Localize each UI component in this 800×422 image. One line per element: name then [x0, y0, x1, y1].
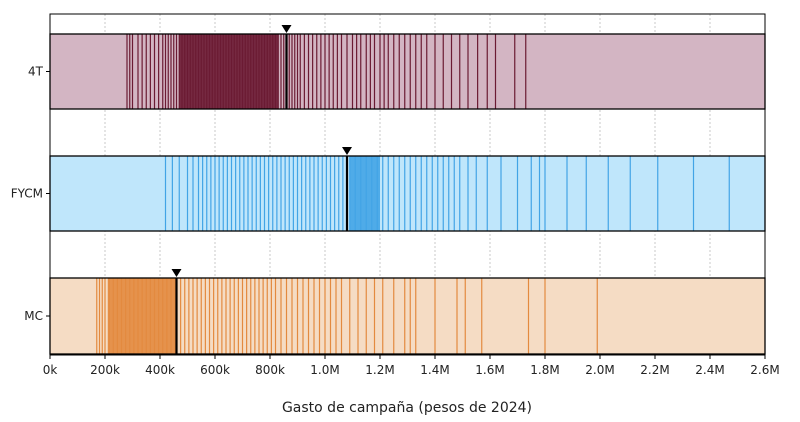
panel-background: [50, 156, 765, 231]
plot-frame: [49, 13, 766, 356]
series-panel-4t: [49, 25, 766, 110]
median-marker: [171, 269, 182, 277]
series-panel-mc: [49, 269, 766, 355]
x-axis-ticks: 0k 200k 400k 600k 800k 1.0M 1.2M 1.4M 1.6M 1.8M 2.…: [43, 355, 780, 377]
x-tick-label: 1.8M: [530, 363, 559, 377]
category-label-4t: 4T: [28, 65, 44, 79]
x-tick-label: 1.4M: [420, 363, 449, 377]
x-tick-label: 2.2M: [640, 363, 669, 377]
y-axis-categories: 4T FYCM MC: [11, 65, 50, 323]
category-label-fycm: FYCM: [11, 187, 43, 201]
x-tick-label: 1.0M: [310, 363, 339, 377]
x-tick-label: 800k: [255, 363, 285, 377]
panel-background: [50, 34, 765, 109]
x-tick-label: 200k: [90, 363, 120, 377]
x-tick-label: 2.0M: [585, 363, 614, 377]
dense-region: [349, 156, 380, 231]
x-tick-label: 1.6M: [475, 363, 504, 377]
x-tick-label: 2.6M: [750, 363, 779, 377]
x-tick-label: 400k: [145, 363, 175, 377]
median-marker: [342, 147, 352, 155]
x-tick-label: 600k: [200, 363, 230, 377]
series-panel-fycm: [49, 147, 766, 232]
category-label-mc: MC: [24, 309, 43, 323]
median-marker: [281, 25, 292, 33]
x-axis-title: Gasto de campaña (pesos de 2024): [282, 400, 532, 416]
x-tick-label: 0k: [43, 363, 58, 377]
x-tick-label: 1.2M: [365, 363, 394, 377]
series-panels: [49, 25, 766, 355]
x-tick-label: 2.4M: [695, 363, 724, 377]
